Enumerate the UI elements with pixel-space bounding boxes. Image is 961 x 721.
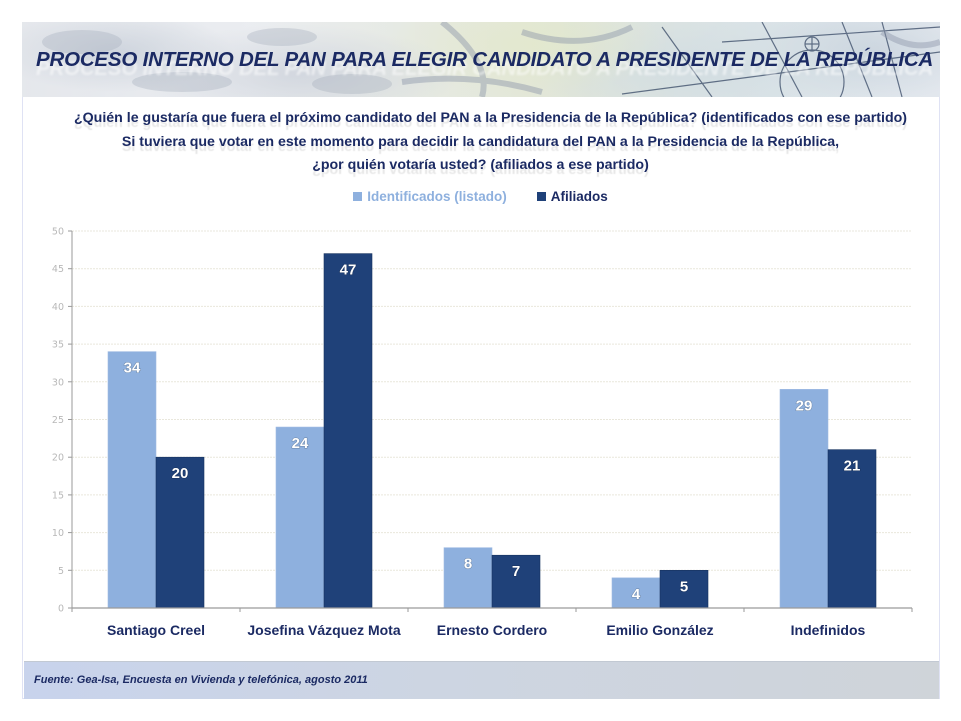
y-tick-label: 35 bbox=[52, 340, 64, 351]
legend-item-identificados: Identificados (listado) bbox=[353, 189, 507, 204]
y-tick-label: 10 bbox=[52, 528, 64, 539]
data-label: 8 bbox=[464, 556, 472, 573]
data-label: 47 bbox=[340, 262, 357, 279]
source-note: Fuente: Gea-Isa, Encuesta en Vivienda y … bbox=[34, 674, 368, 686]
legend-label-afiliados: Afiliados bbox=[550, 189, 608, 204]
x-category-label: Indefinidos bbox=[791, 622, 866, 638]
y-tick-label: 50 bbox=[52, 227, 64, 238]
legend-label-identificados: Identificados (listado) bbox=[367, 189, 507, 204]
legend-swatch-afiliados bbox=[536, 192, 546, 201]
y-tick-label: 15 bbox=[52, 490, 64, 501]
data-label: 24 bbox=[292, 435, 309, 452]
question-line-3: ¿por quién votaría usted? (afiliados a e… bbox=[312, 157, 649, 173]
data-label: 7 bbox=[512, 563, 520, 580]
data-label: 21 bbox=[844, 458, 861, 475]
x-category-label: Emilio González bbox=[606, 622, 713, 638]
x-category-label: Santiago Creel bbox=[107, 622, 205, 638]
y-tick-label: 0 bbox=[58, 604, 64, 615]
page-title: PROCESO INTERNO DEL PAN PARA ELEGIR CAND… bbox=[36, 48, 934, 71]
data-label: 29 bbox=[796, 397, 813, 414]
data-label: 34 bbox=[124, 360, 141, 377]
x-axis: Santiago Creel Josefina Vázquez Mota Ernes… bbox=[71, 607, 913, 638]
x-category-label: Ernesto Cordero bbox=[437, 622, 547, 638]
bar-identificados bbox=[611, 577, 661, 609]
bar-identificados bbox=[275, 426, 325, 609]
bar-afiliados bbox=[659, 569, 709, 609]
y-tick-label: 45 bbox=[52, 264, 64, 275]
legend-swatch-identificados bbox=[353, 192, 363, 201]
y-tick-label: 20 bbox=[52, 453, 64, 464]
banner-decoration bbox=[42, 22, 940, 97]
data-label: 20 bbox=[172, 465, 189, 482]
footer-band: Fuente: Gea-Isa, Encuesta en Vivienda y … bbox=[24, 661, 939, 699]
chart-legend: Identificados (listado) Afiliados bbox=[0, 189, 961, 204]
bar-afiliados bbox=[155, 456, 205, 609]
title-banner: PROCESO INTERNO DEL PAN PARA ELEGIR CAND… bbox=[22, 22, 940, 97]
legend-item-afiliados: Afiliados bbox=[536, 189, 608, 204]
y-tick-label: 25 bbox=[52, 415, 64, 426]
y-axis: 0 5 10 15 20 25 30 35 40 45 50 bbox=[52, 227, 73, 615]
y-tick-label: 30 bbox=[52, 377, 64, 388]
question-line-2: Si tuviera que votar en este momento par… bbox=[121, 134, 840, 150]
bar-identificados bbox=[107, 351, 157, 609]
data-label: 5 bbox=[680, 578, 688, 595]
bar-afiliados bbox=[491, 554, 541, 609]
y-tick-label: 40 bbox=[52, 302, 64, 313]
bar-identificados bbox=[779, 389, 829, 609]
bar-afiliados bbox=[323, 253, 373, 609]
question-line-1: ¿Quién le gustaría que fuera el próximo … bbox=[73, 110, 908, 126]
x-category-label: Josefina Vázquez Mota bbox=[247, 622, 400, 638]
data-label: 4 bbox=[632, 586, 641, 603]
y-tick-label: 5 bbox=[58, 566, 64, 577]
